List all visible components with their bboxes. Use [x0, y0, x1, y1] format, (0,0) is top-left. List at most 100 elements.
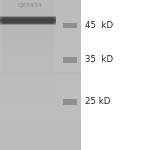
Bar — [2, 20, 54, 21]
Bar — [0, 86, 81, 87]
Bar — [0, 64, 81, 65]
Bar — [0, 0, 81, 1]
Bar — [0, 117, 81, 119]
Bar — [2, 95, 54, 96]
Bar — [0, 60, 81, 61]
Bar — [2, 123, 54, 124]
Bar — [0, 18, 81, 19]
Bar — [2, 1, 54, 3]
Bar — [0, 0, 81, 150]
Bar — [0, 35, 81, 36]
Bar — [2, 116, 54, 117]
Bar — [2, 34, 54, 35]
Bar — [0, 139, 81, 140]
Bar — [2, 40, 54, 41]
Bar — [0, 125, 81, 126]
Bar — [2, 15, 54, 16]
Bar — [2, 82, 54, 84]
Bar — [2, 112, 54, 114]
Bar — [0, 16, 56, 17]
Bar — [0, 54, 81, 55]
Bar — [0, 42, 81, 44]
Bar — [0, 19, 81, 20]
Bar — [2, 22, 54, 24]
Bar — [0, 129, 81, 130]
Bar — [0, 124, 81, 125]
Bar — [0, 18, 56, 19]
Text: 25 kD: 25 kD — [85, 98, 111, 106]
Bar — [0, 115, 81, 116]
Bar — [2, 29, 54, 30]
Bar — [63, 23, 76, 28]
Bar — [0, 85, 81, 86]
Bar — [2, 63, 54, 64]
Bar — [2, 121, 54, 123]
Bar — [2, 79, 54, 80]
Bar — [0, 145, 81, 146]
Bar — [0, 93, 81, 94]
Bar — [0, 121, 81, 123]
Bar — [0, 141, 81, 142]
Bar — [2, 65, 54, 66]
Bar — [2, 24, 54, 25]
Bar — [0, 3, 81, 4]
Bar — [0, 11, 81, 12]
Bar — [2, 141, 54, 142]
Bar — [2, 52, 54, 54]
Bar — [0, 45, 81, 46]
Bar — [0, 33, 81, 34]
Bar — [0, 27, 81, 29]
Bar — [2, 145, 54, 146]
Bar — [0, 63, 81, 64]
Bar — [2, 75, 54, 76]
Bar — [0, 20, 56, 21]
Bar — [2, 5, 54, 6]
Bar — [2, 102, 54, 104]
Bar — [0, 41, 81, 42]
Bar — [2, 74, 54, 75]
Bar — [0, 81, 81, 83]
Bar — [2, 144, 54, 145]
Bar — [0, 84, 81, 85]
Bar — [2, 81, 54, 83]
Bar — [2, 31, 54, 33]
Bar — [0, 30, 81, 31]
Bar — [2, 149, 54, 150]
Bar — [0, 104, 81, 105]
Bar — [2, 124, 54, 125]
Bar — [2, 110, 54, 111]
Bar — [2, 33, 54, 34]
Bar — [0, 1, 81, 3]
Bar — [0, 109, 81, 110]
Bar — [2, 11, 54, 12]
Bar — [2, 9, 54, 10]
Bar — [0, 131, 81, 132]
Bar — [0, 119, 81, 120]
Bar — [2, 117, 54, 119]
Bar — [0, 144, 81, 145]
Bar — [2, 131, 54, 132]
Bar — [2, 30, 54, 31]
Bar — [2, 56, 54, 57]
Bar — [0, 105, 81, 106]
Bar — [2, 132, 54, 134]
Bar — [2, 146, 54, 147]
Bar — [0, 23, 56, 24]
Bar — [2, 126, 54, 128]
Bar — [0, 100, 81, 101]
Bar — [0, 57, 81, 59]
Bar — [2, 142, 54, 144]
Bar — [0, 22, 81, 24]
Bar — [0, 134, 81, 135]
Bar — [0, 101, 81, 102]
Bar — [2, 61, 54, 63]
Bar — [0, 68, 81, 69]
Bar — [0, 142, 81, 144]
Bar — [0, 24, 56, 25]
Bar — [0, 34, 81, 35]
Bar — [2, 96, 54, 98]
Bar — [0, 66, 81, 68]
Bar — [2, 39, 54, 40]
Bar — [0, 149, 81, 150]
Bar — [2, 19, 54, 20]
